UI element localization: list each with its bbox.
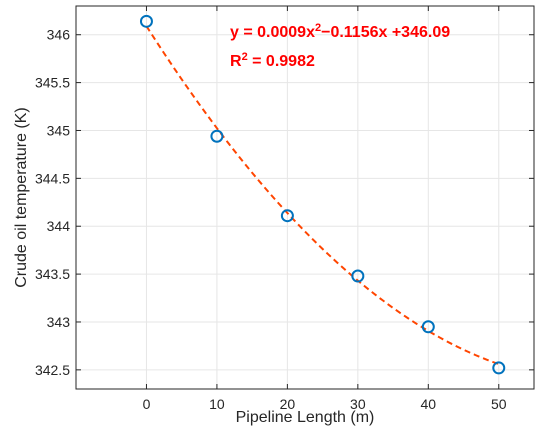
plot-frame [75,5,535,390]
y-tick-label: 343.5 [35,266,70,282]
data-point [139,14,153,28]
equation-exponent: 2 [315,22,321,34]
grid [76,6,534,389]
x-tick-label: 30 [350,396,366,412]
y-tick-label: 342.5 [35,362,70,378]
r2-suffix: = 0.9982 [248,53,315,70]
equation-suffix: −0.1156x +346.09 [321,24,450,41]
y-axis-label: Crude oil temperature (K) [13,107,30,288]
y-tick-label: 344 [47,218,71,234]
data-point [421,320,435,334]
y-tick-label: 345 [47,122,71,138]
r2-prefix: R [230,53,242,70]
y-tick-label: 344.5 [35,170,70,186]
data-point [280,209,294,223]
y-tick-label: 343 [47,314,71,330]
data-point [492,361,506,375]
data-points-layer [139,14,506,375]
x-tick-label: 0 [143,396,151,412]
r-squared-annotation: R2 = 0.9982 [230,51,315,70]
y-tick-labels: 342.5 343 343.5 344 344.5 345 345.5 346 [35,27,534,378]
fit-curve [145,25,500,366]
x-tick-label: 50 [491,396,507,412]
x-tick-labels: 0 10 20 30 40 50 [143,6,507,412]
data-point [351,269,365,283]
x-axis-label: Pipeline Length (m) [236,409,375,426]
x-tick-label: 10 [209,396,225,412]
x-tick-label: 20 [280,396,296,412]
y-tick-label: 346 [47,27,71,43]
fit-curve-layer [145,25,500,366]
equation-prefix: y = 0.0009x [230,24,315,41]
data-point [210,129,224,143]
r2-exponent: 2 [242,51,248,63]
fit-equation-annotation: y = 0.0009x2−0.1156x +346.09 [230,22,450,41]
x-tick-label: 40 [421,396,437,412]
y-tick-label: 345.5 [35,75,70,91]
